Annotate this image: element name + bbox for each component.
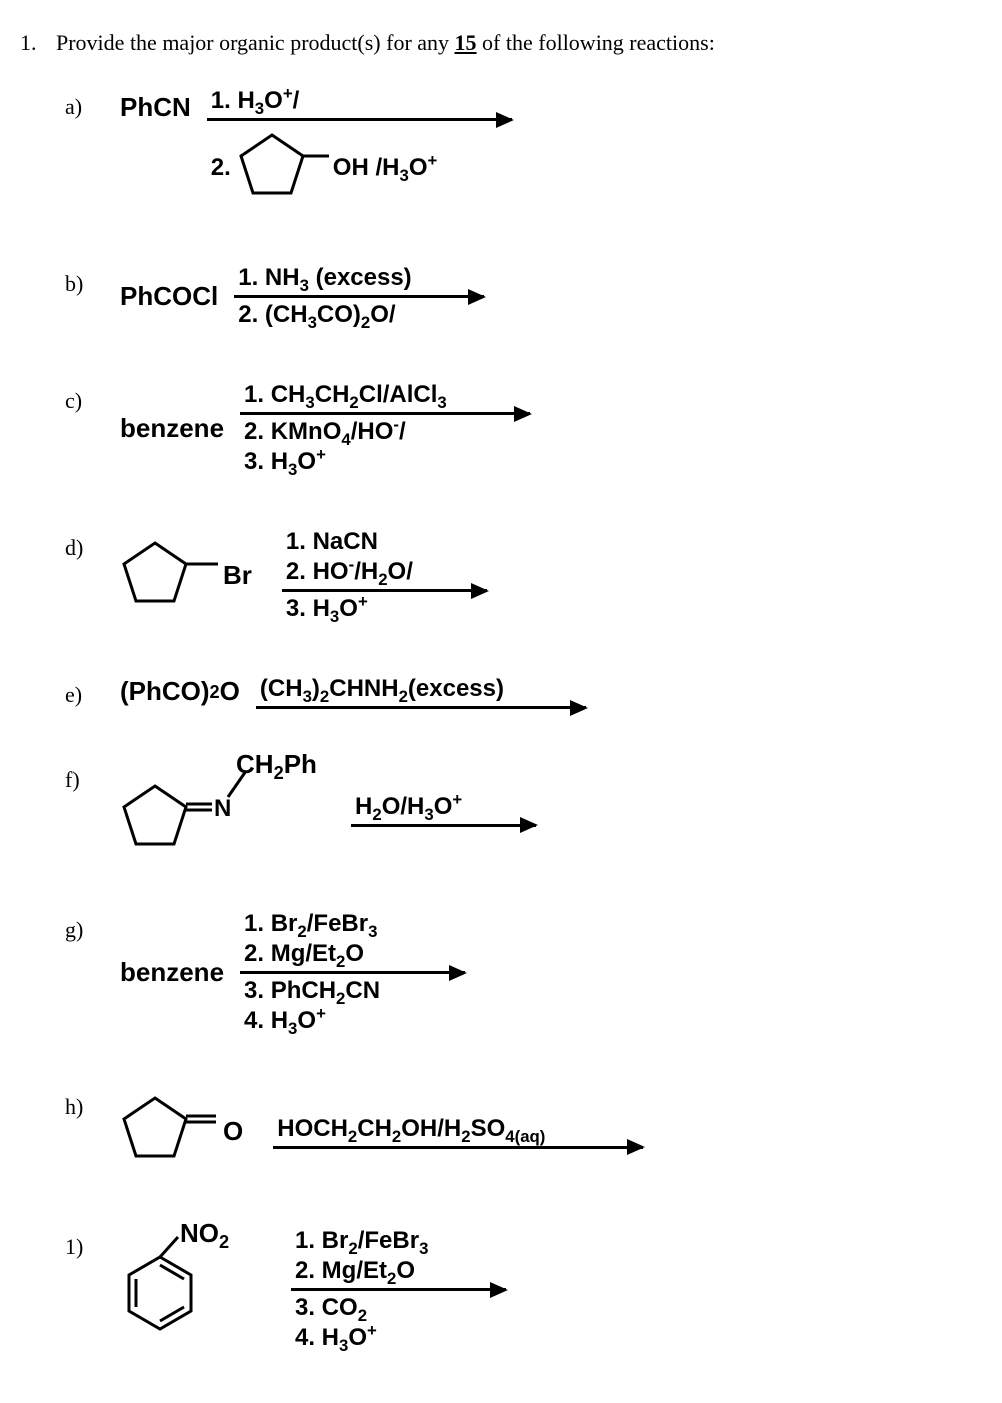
reagent-bottom: 2. KMnO4/HO-/3. H3O+ [240, 415, 530, 477]
arrow-icon [207, 118, 512, 121]
arrow-icon [351, 824, 536, 827]
reaction-f: f) N CH2Ph H2O/H3O+ [65, 759, 962, 859]
page: 1. Provide the major organic product(s) … [0, 0, 1002, 1403]
reagent-arrow: 1. NH3 (excess) 2. (CH3CO)2O/ [234, 263, 484, 330]
reaction-list: a) PhCN 1. H3O+/ 2. [20, 86, 962, 1353]
reagent-bottom: 2. (CH3CO)2O/ [234, 298, 484, 330]
reaction-a: a) PhCN 1. H3O+/ 2. [65, 86, 962, 213]
reagent-arrow: 1. CH3CH2Cl/AlCl3 2. KMnO4/HO-/3. H3O+ [240, 380, 530, 477]
reagent-bottom-prefix: 2. [211, 153, 231, 183]
reagent-arrow: H2O/H3O+ [351, 792, 536, 827]
reaction-label: d) [65, 527, 120, 561]
question-text-after: of the following reactions: [477, 30, 715, 55]
cyclopentanone-icon [120, 1086, 225, 1176]
cyclopentanol-icon [237, 123, 337, 213]
reaction-label: h) [65, 1086, 120, 1120]
reagent-arrow: 1. H3O+/ 2. OH /H3O+ [207, 86, 512, 213]
starting-material: O [120, 1086, 243, 1176]
ch2ph-label: CH2Ph [236, 749, 317, 780]
sm-text: benzene [120, 957, 224, 988]
reagent-arrow: 1. Br2/FeBr32. Mg/Et2O 3. PhCH2CN4. H3O+ [240, 909, 465, 1036]
reagent-arrow: (CH3)2CHNH2(excess) [256, 674, 586, 709]
reaction-d: d) Br 1. NaCN2. HO-/H2O/ 3. H3O+ [65, 527, 962, 624]
arrow-icon [291, 1288, 506, 1291]
arrow-icon [282, 589, 487, 592]
question-underlined: 15 [455, 30, 477, 55]
starting-material: N CH2Ph [120, 759, 270, 859]
reaction-e: e) (PhCO)2O (CH3)2CHNH2(excess) [65, 674, 962, 709]
reaction-g: g) benzene 1. Br2/FeBr32. Mg/Et2O 3. PhC… [65, 909, 962, 1036]
reagent-top: 1. Br2/FeBr32. Mg/Et2O [240, 909, 465, 971]
reaction-c: c) benzene 1. CH3CH2Cl/AlCl3 2. KMnO4/HO… [65, 380, 962, 477]
reaction-label: c) [65, 380, 120, 414]
arrow-icon [234, 295, 484, 298]
reagent-bottom: 3. PhCH2CN4. H3O+ [240, 974, 465, 1036]
starting-material: PhCN [120, 86, 191, 123]
reaction-label: f) [65, 759, 120, 793]
sm-text: PhCN [120, 92, 191, 123]
sm-text: PhCOCl [120, 281, 218, 312]
reagent-top: (CH3)2CHNH2(excess) [256, 674, 586, 706]
reagent-top: 1. Br2/FeBr32. Mg/Et2O [291, 1226, 506, 1288]
reaction-label: g) [65, 909, 120, 943]
no2-label: NO2 [180, 1218, 229, 1249]
reagent-arrow: 1. Br2/FeBr32. Mg/Et2O 3. CO24. H3O+ [291, 1226, 506, 1353]
o-label: O [223, 1116, 243, 1147]
reaction-label: e) [65, 674, 120, 708]
reagent-top: H2O/H3O+ [351, 792, 536, 824]
oh-label: OH /H3O+ [333, 153, 438, 183]
reagent-top: 1. CH3CH2Cl/AlCl3 [240, 380, 530, 412]
starting-material: benzene [120, 957, 224, 988]
arrow-icon [240, 412, 530, 415]
reaction-label: 1) [65, 1226, 120, 1260]
reagent-arrow: HOCH2CH2OH/H2SO4(aq) [273, 1114, 643, 1149]
starting-material: benzene [120, 413, 224, 444]
reagent-bottom: 3. H3O+ [282, 592, 487, 624]
nitrobenzene-icon [120, 1232, 220, 1347]
starting-material: NO2 [120, 1232, 220, 1347]
reagent-top: 1. NaCN2. HO-/H2O/ [282, 527, 487, 589]
cyclopentyl-bromide-icon [120, 531, 225, 621]
reaction-b: b) PhCOCl 1. NH3 (excess) 2. (CH3CO)2O/ [65, 263, 962, 330]
reagent-bottom: 3. CO24. H3O+ [291, 1291, 506, 1353]
reaction-label: b) [65, 263, 120, 297]
reaction-i: 1) NO2 1. Br2/FeBr3 [65, 1226, 962, 1353]
br-label: Br [223, 560, 252, 591]
arrow-icon [256, 706, 586, 709]
reagent-arrow: 1. NaCN2. HO-/H2O/ 3. H3O+ [282, 527, 487, 624]
reagent-bottom: 2. OH /H3O+ [207, 121, 512, 213]
reagent-top: 1. NH3 (excess) [234, 263, 484, 295]
reagent-top: 1. H3O+/ [207, 86, 512, 118]
question-number: 1. [20, 30, 56, 56]
arrow-icon [273, 1146, 643, 1149]
reagent-top: HOCH2CH2OH/H2SO4(aq) [273, 1114, 643, 1146]
arrow-icon [240, 971, 465, 974]
question-text: Provide the major organic product(s) for… [56, 30, 715, 56]
starting-material: Br [120, 531, 252, 621]
starting-material: PhCOCl [120, 281, 218, 312]
sm-text: benzene [120, 413, 224, 444]
starting-material: (PhCO)2O [120, 676, 240, 707]
question-text-before: Provide the major organic product(s) for… [56, 30, 455, 55]
reaction-label: a) [65, 86, 120, 120]
svg-text:N: N [214, 795, 231, 822]
reaction-h: h) O HOCH2CH2OH/H2SO4(aq) [65, 1086, 962, 1176]
question-header: 1. Provide the major organic product(s) … [20, 30, 962, 56]
